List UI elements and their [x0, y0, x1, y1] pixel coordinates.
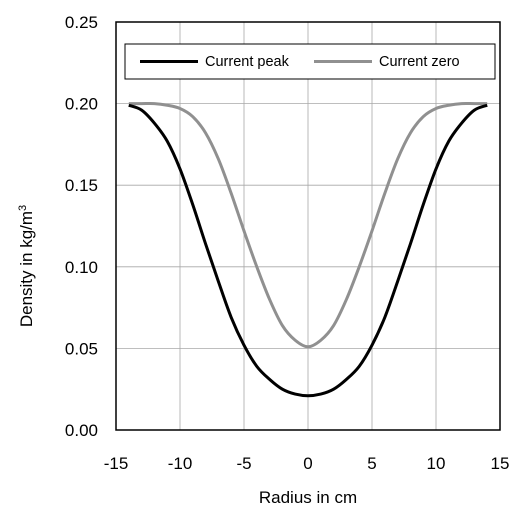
grid-lines	[116, 22, 500, 430]
x-tick-labels: -15 -10 -5 0 5 10 15	[104, 454, 510, 473]
y-tick-label: 0.10	[65, 258, 98, 277]
x-tick-label: 5	[367, 454, 376, 473]
series-line-current-zero	[128, 101, 488, 349]
x-tick-label: -5	[236, 454, 251, 473]
x-axis-label: Radius in cm	[259, 488, 357, 507]
y-tick-label: 0.15	[65, 176, 98, 195]
y-tick-label: 0.20	[65, 95, 98, 114]
y-tick-label: 0.25	[65, 13, 98, 32]
series-line-current-peak	[128, 103, 488, 398]
x-tick-label: 0	[303, 454, 312, 473]
x-tick-label: -10	[168, 454, 193, 473]
y-tick-label: 0.00	[65, 421, 98, 440]
legend: Current peak Current zero	[124, 43, 496, 80]
legend-label-current-peak: Current peak	[205, 54, 290, 70]
y-tick-labels: 0.00 0.05 0.10 0.15 0.20 0.25	[65, 13, 98, 440]
y-axis-label-superscript: 3	[17, 205, 29, 211]
x-tick-label: 10	[427, 454, 446, 473]
y-axis-label-main: Density in kg/m	[17, 211, 36, 327]
plot-frame	[115, 21, 501, 431]
y-tick-label: 0.05	[65, 339, 98, 358]
x-tick-label: -15	[104, 454, 129, 473]
x-tick-label: 15	[491, 454, 510, 473]
legend-label-current-zero: Current zero	[379, 54, 460, 70]
series-lines	[128, 101, 488, 398]
y-axis-label: Density in kg/m3	[17, 205, 36, 327]
